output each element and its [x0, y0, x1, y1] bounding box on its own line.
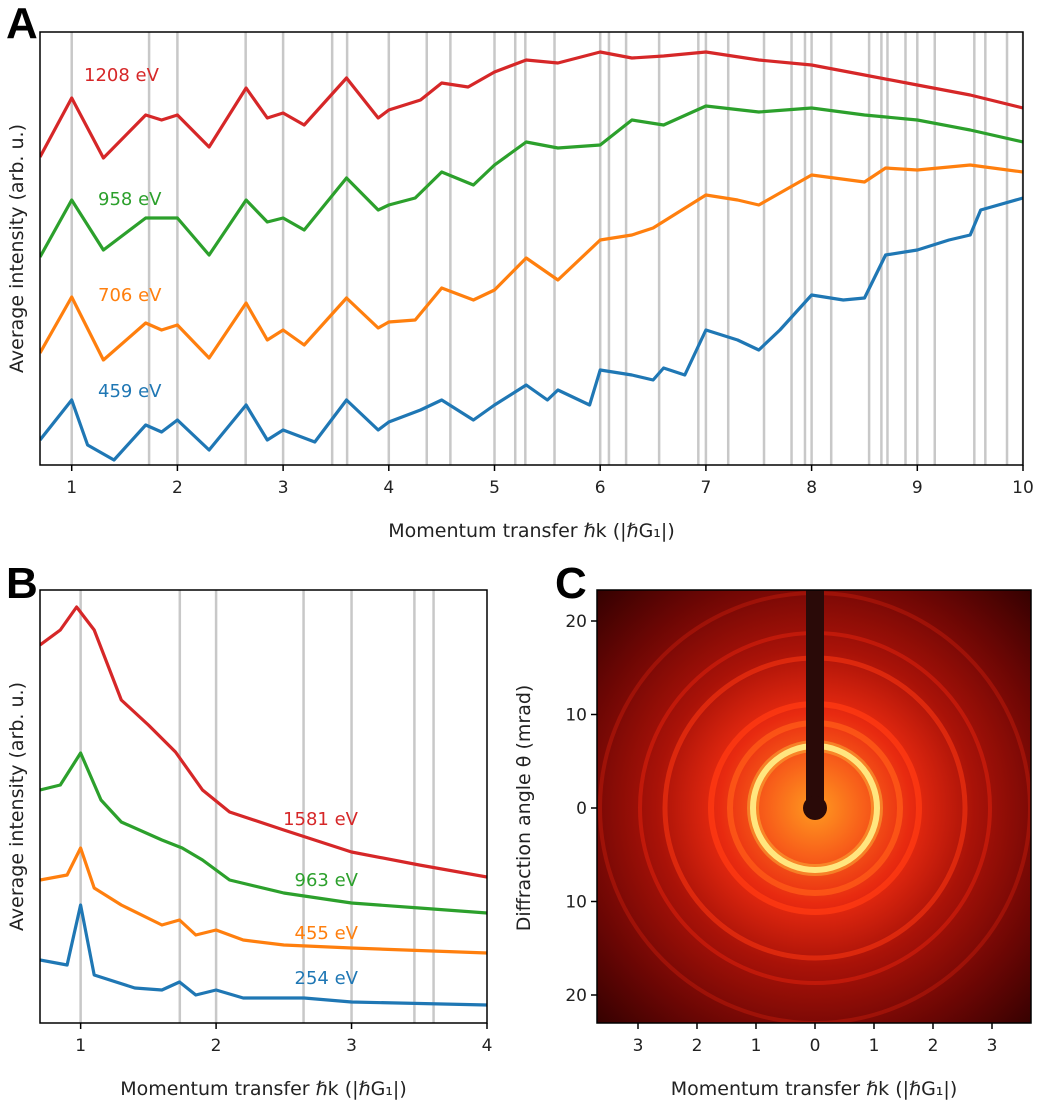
axes-frame: [39, 31, 1024, 466]
x-tick-label: 8: [806, 478, 817, 498]
series-line-706-eV: [40, 163, 1023, 362]
series-label: 459 eV: [98, 381, 162, 402]
series-label: 963 eV: [295, 870, 359, 891]
x-tick-label: 10: [1012, 478, 1034, 498]
x-tick-label: 7: [700, 478, 711, 498]
x-tick-label: 3: [346, 1036, 357, 1056]
series-line-1581-eV: [40, 605, 487, 879]
grid-lines: [79, 590, 435, 1023]
y-tick-label: 0: [576, 799, 587, 819]
beam-stop-tip: [803, 796, 827, 820]
x-tick-label: 3: [987, 1036, 998, 1056]
x-tick-label: 6: [595, 478, 606, 498]
series-label: 1581 eV: [283, 809, 359, 830]
y-tick-label: 10: [565, 893, 587, 913]
x-tick-label: 1: [869, 1036, 880, 1056]
series-label: 254 eV: [295, 968, 359, 989]
x-tick-label: 1: [66, 478, 77, 498]
series-line-1208-eV: [40, 50, 1023, 160]
series-line-455-eV: [40, 846, 487, 955]
series-line-963-eV: [40, 751, 487, 915]
x-tick-label: 2: [211, 1036, 222, 1056]
series-label: 455 eV: [295, 923, 359, 944]
y-tick-label: 10: [565, 706, 587, 726]
x-tick-label: 1: [75, 1036, 86, 1056]
panel-label-b: B: [6, 559, 38, 608]
series-label: 1208 eV: [84, 65, 160, 86]
panel-b-chart: 1581 eV 963 eV 455 eV 254 eV 1 2 3 4 Momentum tr…: [6, 589, 493, 1100]
series-label: 958 eV: [98, 189, 162, 210]
x-axis-label: Momentum transfer ℏk (|ℏG₁|): [120, 1078, 406, 1100]
y-axis-label: Diffraction angle θ (mrad): [513, 685, 535, 932]
y-axis-label: Average intensity (arb. u.): [6, 124, 28, 373]
axes-frame: [39, 589, 488, 1024]
panel-label-a: A: [6, 0, 38, 48]
x-tick-label: 1: [751, 1036, 762, 1056]
series-line-958-eV: [40, 104, 1023, 258]
series-label: 706 eV: [98, 285, 162, 306]
x-tick-label: 0: [810, 1036, 821, 1056]
series-line-254-eV: [40, 903, 487, 1007]
x-tick-label: 2: [928, 1036, 939, 1056]
x-tick-label: 4: [383, 478, 394, 498]
x-tick-label: 5: [489, 478, 500, 498]
x-axis-label: Momentum transfer ℏk (|ℏG₁|): [671, 1078, 957, 1100]
x-tick-label: 3: [278, 478, 289, 498]
x-tick-label: 9: [912, 478, 923, 498]
x-axis-label: Momentum transfer ℏk (|ℏG₁|): [388, 520, 674, 542]
panel-a-chart: 1208 eV 958 eV 706 eV 459 eV 1 2 3 4 5 6 7 8 9 10 Mome…: [6, 31, 1034, 542]
x-tick-label: 2: [692, 1036, 703, 1056]
x-tick-label: 3: [633, 1036, 644, 1056]
x-tick-label: 2: [172, 478, 183, 498]
y-axis-label: Average intensity (arb. u.): [6, 682, 28, 931]
panel-label-c: C: [555, 559, 587, 608]
y-tick-label: 20: [565, 612, 587, 632]
y-tick-label: 20: [565, 986, 587, 1006]
beam-stop: [806, 590, 824, 810]
x-tick-label: 4: [482, 1036, 493, 1056]
series-line-459-eV: [40, 196, 1023, 462]
